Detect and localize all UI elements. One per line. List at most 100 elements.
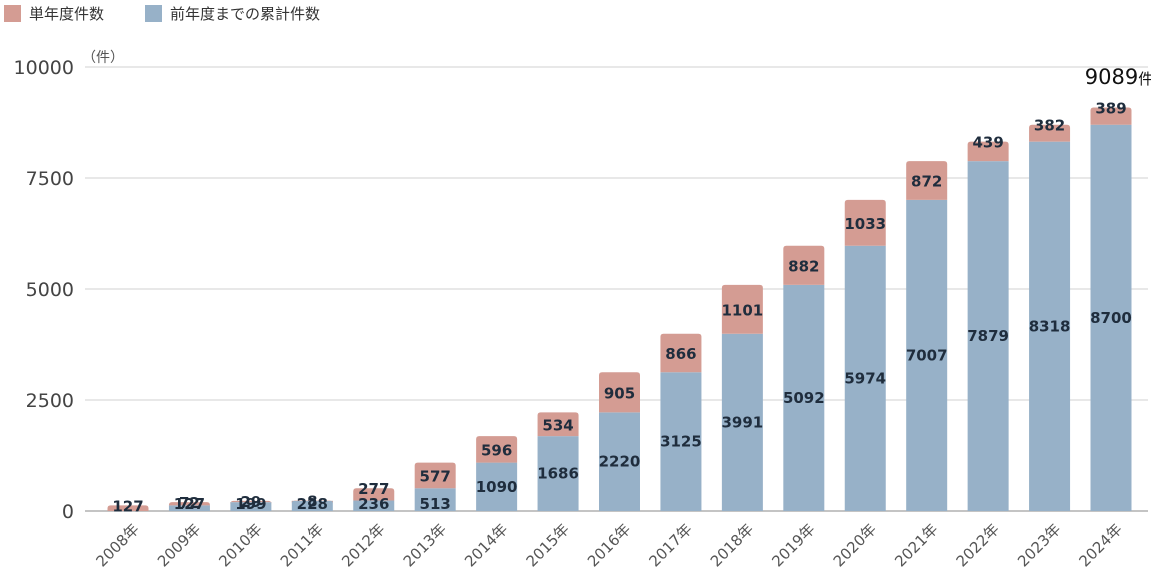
bar-cumulative-2016年 — [599, 412, 640, 511]
bar-cumulative-2011年 — [291, 500, 333, 511]
bar-annual-2022年 — [967, 141, 1009, 162]
x-tick-label: 2021年 — [891, 520, 941, 570]
legend-swatch-2 — [145, 5, 162, 22]
x-tick-label: 2013年 — [400, 520, 450, 570]
bar-cumulative-2017年 — [660, 372, 702, 511]
label-cumulative-2012年: 236 — [358, 495, 389, 513]
bar-annual-2017年 — [660, 333, 702, 373]
label-annual-2020年: 1033 — [844, 215, 886, 233]
bar-annual-2020年 — [844, 199, 886, 246]
x-tick-label: 2018年 — [707, 520, 757, 570]
label-annual-2010年: 29 — [240, 493, 261, 511]
x-tick-label: 2020年 — [830, 520, 880, 570]
bar-annual-2021年 — [906, 161, 948, 200]
y-tick-label: 5000 — [26, 279, 74, 301]
y-tick-label: 0 — [62, 501, 74, 523]
label-annual-2015年: 534 — [542, 416, 573, 434]
y-tick-label: 10000 — [14, 57, 74, 79]
bar-cumulative-2010年 — [230, 502, 272, 511]
label-annual-2008年: 127 — [112, 497, 143, 515]
label-cumulative-2024年: 8700 — [1090, 309, 1132, 327]
label-annual-2017年: 866 — [665, 345, 696, 363]
x-tick-label: 2016年 — [584, 520, 634, 570]
bars — [107, 107, 1132, 512]
y-tick-label: 2500 — [26, 390, 74, 412]
label-cumulative-2011年: 228 — [297, 495, 328, 513]
bar-annual-2011年 — [291, 500, 333, 504]
bar-annual-2019年 — [783, 245, 825, 285]
bar-annual-2023年 — [1029, 124, 1071, 142]
x-tick-label: 2008年 — [92, 520, 142, 570]
x-tick-label: 2024年 — [1075, 520, 1125, 570]
label-cumulative-2014年: 1090 — [476, 478, 518, 496]
bar-cumulative-2013年 — [414, 488, 456, 511]
label-cumulative-2022年: 7879 — [967, 327, 1009, 345]
label-cumulative-2013年: 513 — [420, 495, 451, 513]
bar-cumulative-2024年 — [1090, 124, 1132, 511]
bar-cumulative-2019年 — [783, 284, 825, 511]
y-axis-unit: （件） — [82, 50, 124, 66]
label-cumulative-2021年: 7007 — [906, 346, 948, 364]
bar-cumulative-2020年 — [844, 245, 886, 511]
x-tick-label: 2011年 — [277, 520, 327, 570]
legend-swatch-1 — [4, 5, 21, 22]
label-annual-2023年: 382 — [1034, 117, 1065, 135]
x-tick-label: 2019年 — [768, 520, 818, 570]
x-tick-label: 2010年 — [215, 520, 265, 570]
label-annual-2019年: 882 — [788, 257, 819, 275]
y-axis: 0 2500 5000 7500 10000 （件） — [14, 50, 124, 523]
label-cumulative-2015年: 1686 — [537, 465, 579, 483]
label-annual-2013年: 577 — [420, 467, 451, 485]
bar-cumulative-2012年 — [353, 500, 395, 511]
bar-annual-2024年 — [1090, 107, 1132, 125]
label-annual-2009年: 72 — [179, 494, 200, 512]
x-axis: 2008年 2009年 2010年 2011年 2012年 2013年 2014年 2015年… — [92, 520, 1125, 570]
bar-cumulative-2023年 — [1029, 141, 1071, 512]
annotations: 9089件 — [1085, 65, 1151, 89]
label-annual-2024年: 389 — [1095, 99, 1126, 117]
bar-annual-2008年 — [107, 505, 149, 511]
x-tick-label: 2009年 — [154, 520, 204, 570]
bar-cumulative-2018年 — [721, 333, 763, 511]
x-tick-label: 2014年 — [461, 520, 511, 570]
label-cumulative-2023年: 8318 — [1029, 317, 1071, 335]
label-cumulative-2009年: 127 — [174, 495, 205, 513]
bar-annual-2015年 — [537, 412, 579, 437]
x-tick-label: 2022年 — [953, 520, 1003, 570]
y-tick-label: 7500 — [26, 168, 74, 190]
label-cumulative-2010年: 199 — [235, 495, 266, 513]
bar-annual-2016年 — [599, 372, 640, 413]
bar-cumulative-2009年 — [168, 505, 210, 511]
label-annual-2018年: 1101 — [722, 301, 764, 319]
label-cumulative-2019年: 5092 — [783, 389, 825, 407]
bar-cumulative-2022年 — [967, 161, 1009, 511]
label-annual-2014年: 596 — [481, 441, 512, 459]
bar-annual-2014年 — [476, 436, 518, 463]
label-annual-2022年: 439 — [972, 134, 1003, 152]
label-cumulative-2018年: 3991 — [722, 413, 764, 431]
x-tick-label: 2012年 — [338, 520, 388, 570]
x-tick-label: 2023年 — [1014, 520, 1064, 570]
label-cumulative-2016年: 2220 — [599, 453, 641, 471]
bar-annual-2018年 — [721, 284, 763, 334]
label-annual-2016年: 905 — [604, 384, 635, 402]
bar-annual-2013年 — [414, 462, 456, 489]
label-annual-2012年: 277 — [358, 480, 389, 498]
label-annual-2021年: 872 — [911, 173, 942, 191]
legend-label-1: 単年度件数 — [29, 5, 104, 23]
label-annual-2011年: 8 — [307, 493, 317, 511]
label-cumulative-2020年: 5974 — [844, 369, 886, 387]
legend: 単年度件数 前年度までの累計件数 — [4, 5, 320, 23]
total-annotation: 9089件 — [1085, 65, 1151, 89]
bar-annual-2012年 — [353, 488, 395, 501]
x-tick-label: 2015年 — [523, 520, 573, 570]
bar-annual-2010年 — [230, 500, 272, 504]
label-cumulative-2017年: 3125 — [660, 433, 702, 451]
bar-annual-2009年 — [168, 502, 210, 506]
bar-cumulative-2021年 — [906, 199, 948, 511]
bar-cumulative-2014年 — [476, 462, 518, 511]
x-tick-label: 2017年 — [645, 520, 695, 570]
legend-label-2: 前年度までの累計件数 — [170, 5, 320, 23]
